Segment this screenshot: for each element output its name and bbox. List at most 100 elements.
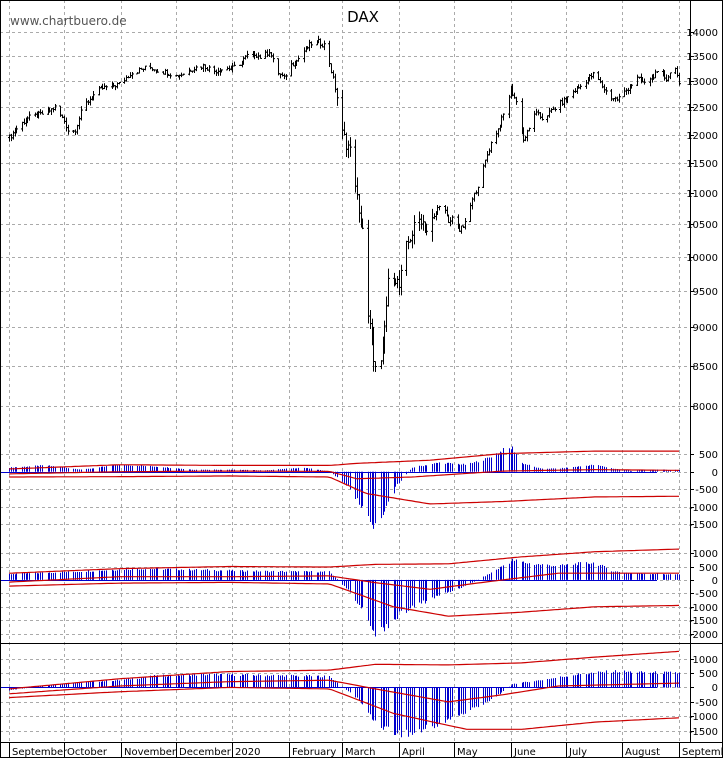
envelope-lower-line [9,581,680,617]
price-bar [28,111,31,121]
indicator-panel-1 [0,446,680,529]
price-bar [323,40,326,51]
price-bar [169,73,172,79]
panel-tick-label: -1500 [689,616,718,627]
month-label: November [124,747,177,758]
price-bar [643,78,646,85]
panel-tick-label: 0 [712,576,718,587]
price-bar [92,91,95,101]
price-bar [297,55,300,62]
price-tick-label: 10500 [686,220,718,231]
price-bar [144,65,147,71]
panel-tick-label: 0 [712,468,718,479]
price-bar [656,70,659,74]
panel-tick-label: -2000 [689,630,718,641]
price-bar [528,127,531,132]
month-label: August [625,747,660,758]
price-tick-label: 8500 [693,362,718,373]
price-bar [361,218,364,230]
price-bar [605,86,608,95]
price-bar [349,137,352,157]
price-tick-label: 13000 [686,77,718,88]
price-tick-label: 14000 [686,28,718,39]
price-bar [592,71,595,79]
panel-tick-label: -500 [695,485,718,496]
price-tick-label: 11000 [686,189,718,200]
chart-title: DAX [347,8,379,26]
price-tick-label: 9000 [693,323,718,334]
panel-tick-label: -500 [695,589,718,600]
indicator-panels [0,446,680,738]
panel-tick-label: 1000 [693,655,718,666]
price-bar [80,106,83,121]
price-bar [233,61,236,67]
price-bar [541,113,544,121]
month-label: July [568,747,587,758]
price-bar [131,72,134,79]
month-label: September [12,747,68,758]
price-bar [618,93,621,103]
envelope-middle-line [9,572,679,590]
panel-tick-label: 500 [699,669,718,680]
month-label: April [402,747,425,758]
price-tick-label: 8000 [693,402,718,413]
month-label: October [67,747,108,758]
price-bar [464,217,467,230]
price-bar [451,215,454,224]
price-bar [285,74,288,81]
price-bar [195,65,198,72]
price-bar [400,264,403,296]
price-bar [246,50,249,59]
price-bar [438,205,441,211]
price-bar [54,103,57,111]
price-bar [336,87,339,106]
price-tick-label: 11500 [686,159,718,170]
price-tick-label: 10000 [686,253,718,264]
price-bar [387,268,390,307]
price-bar [208,65,211,73]
panel-tick-label: 500 [699,450,718,461]
month-label: May [457,747,478,758]
price-bar [579,84,582,90]
indicator-panel-2 [0,548,680,637]
panel-tick-label: -1500 [689,727,718,738]
month-label: June [513,747,536,758]
panel-tick-label: -1500 [689,520,718,531]
envelope-lower-line [9,686,680,730]
panel-tick-label: -1000 [689,503,718,514]
price-bar [41,110,44,115]
month-label: March [345,747,375,758]
price-bar [502,113,505,121]
price-bar [425,223,428,236]
price-bar [490,141,493,154]
watermark: www.chartbuero.de [10,14,127,28]
price-bar [118,82,121,85]
price-bar [15,125,18,134]
price-bar [105,85,108,91]
price-bar [220,69,223,73]
envelope-upper-line [9,450,679,470]
envelope-lower-line [9,475,679,505]
price-bar [554,107,557,112]
price-bar [374,360,377,372]
month-label: 2020 [235,747,260,758]
price-bar [566,96,569,104]
panel-tick-label: 0 [712,683,718,694]
price-tick-label: 12000 [686,131,718,142]
price-bar [413,215,416,245]
price-bar [156,69,159,73]
panel-tick-label: -1000 [689,603,718,614]
price-bar [310,41,313,49]
month-label: December [179,747,232,758]
envelope-upper-line [9,650,680,690]
price-bar [515,96,518,105]
price-bar [182,73,185,76]
panel-tick-label: 1000 [693,549,718,560]
price-tick-label: 12500 [686,103,718,114]
price-tick-label: 13500 [686,52,718,63]
price-bar [477,186,480,197]
y-axis-labels: 8000850090009500100001050011000115001200… [686,28,718,738]
panel-tick-label: -500 [695,698,718,709]
price-bars [8,35,681,372]
